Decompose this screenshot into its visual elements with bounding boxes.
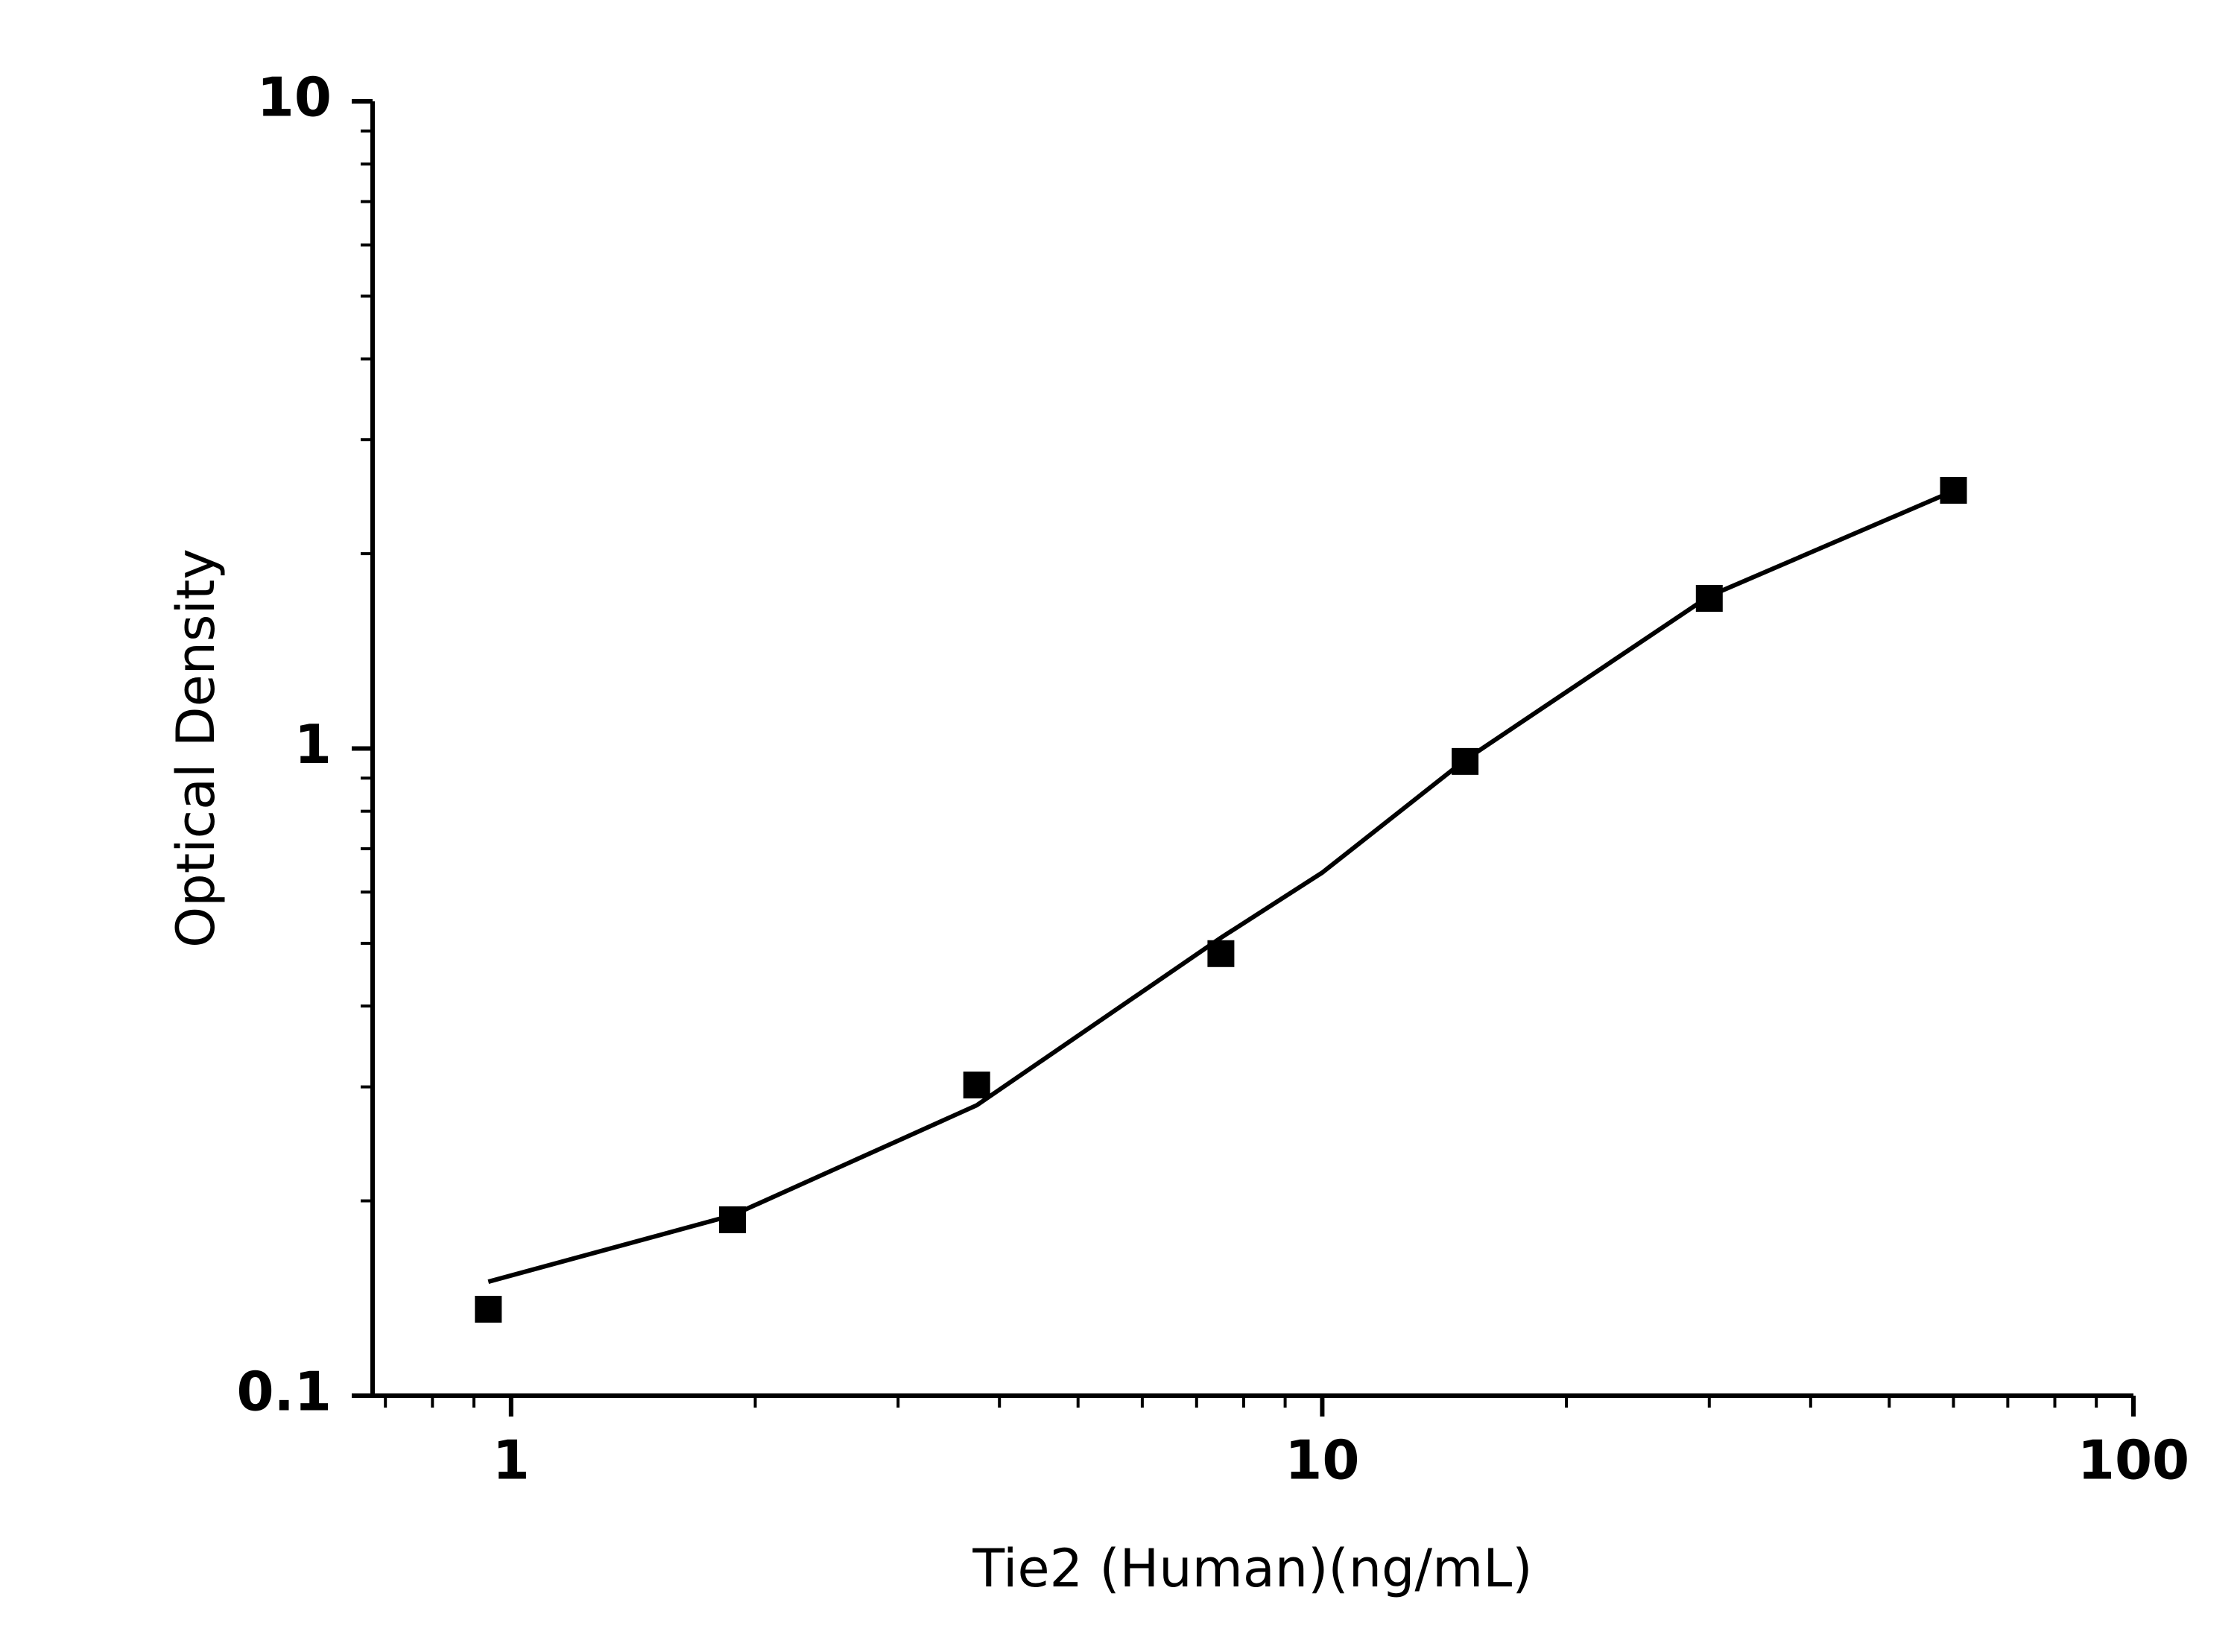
y-tick-label: 0.1: [236, 1361, 332, 1423]
data-point: [1940, 476, 1967, 504]
data-point: [963, 1072, 990, 1099]
y-tick-label: 10: [257, 66, 332, 129]
x-axis-label: Tie2 (Human)(ng/mL): [972, 1538, 1532, 1599]
fit-curve: [487, 489, 1955, 1284]
data-point: [475, 1296, 502, 1323]
y-tick-label: 1: [294, 713, 332, 776]
x-tick-label: 10: [1285, 1429, 1359, 1492]
y-axis-label: Optical Density: [165, 548, 227, 948]
x-tick-label: 100: [2078, 1429, 2189, 1492]
x-tick-label: 1: [493, 1429, 530, 1492]
